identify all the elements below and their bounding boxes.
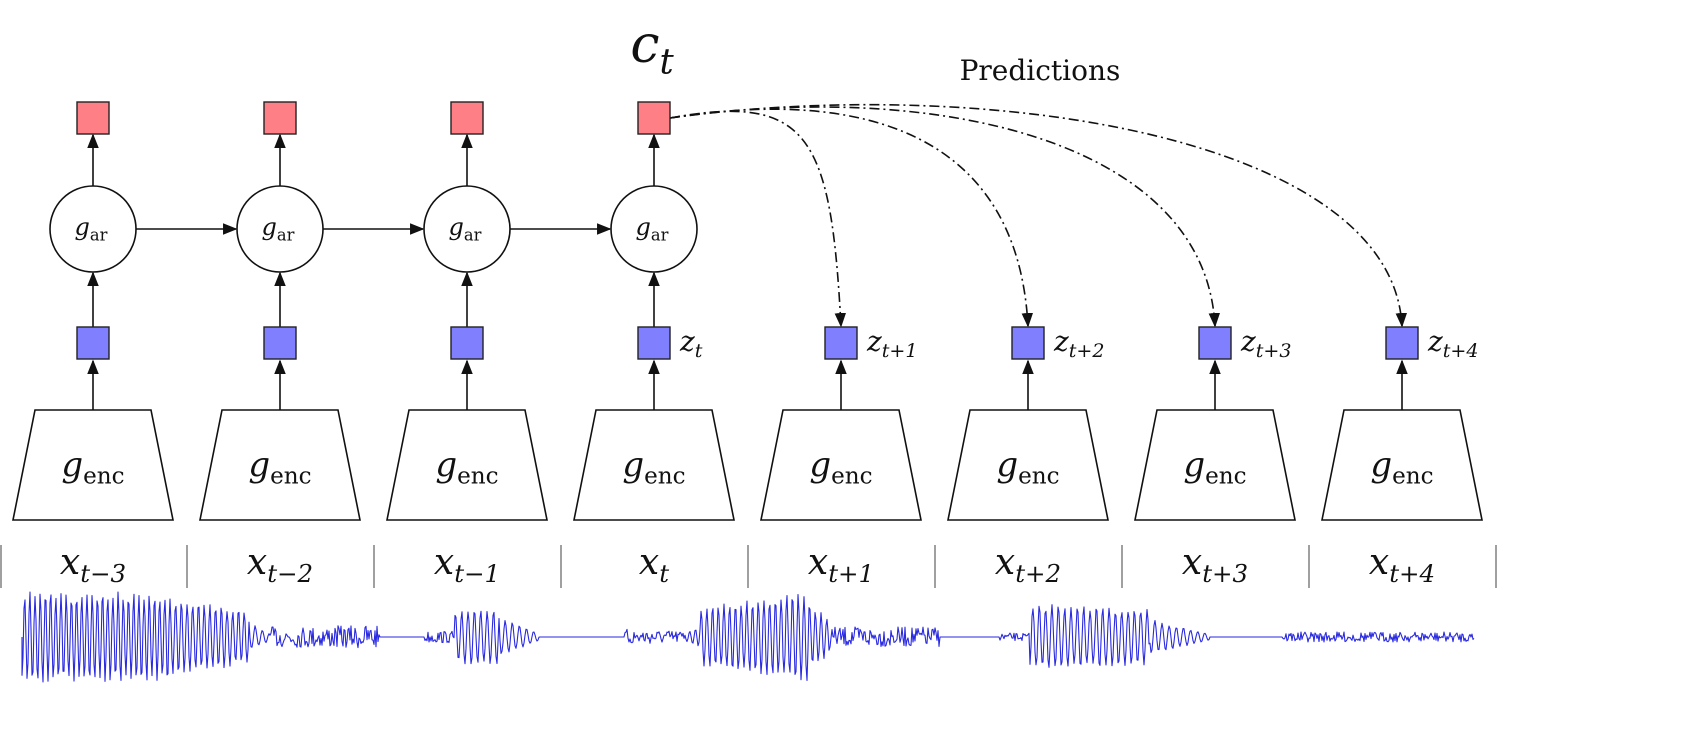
encoder-trapezoid (760, 409, 922, 521)
input-x-label: xt+2 (995, 542, 1061, 588)
context-c-square (450, 101, 484, 135)
autoregressive-gar-circle (423, 185, 511, 273)
gar-label: gar (75, 213, 108, 244)
autoregressive-gar-circle (236, 185, 324, 273)
prediction-arrow (669, 110, 847, 328)
encoder-trapezoid (12, 409, 174, 521)
encoder-trapezoid (1134, 409, 1296, 521)
encoder-trapezoid (386, 409, 548, 521)
predictions-label: Predictions (960, 54, 1121, 87)
context-c-square (263, 101, 297, 135)
latent-z-square (637, 326, 671, 360)
latent-z-square (450, 326, 484, 360)
gar-label: gar (636, 213, 669, 244)
gar-label: gar (262, 213, 295, 244)
connections (87, 103, 1408, 410)
encoder-label: genc (1183, 445, 1246, 489)
encoder-label: genc (435, 445, 498, 489)
prediction-arrow (669, 108, 1034, 328)
audio-waveform (21, 591, 1475, 683)
gar-label: gar (449, 213, 482, 244)
encoder-label: genc (248, 445, 311, 489)
latent-z-square (1011, 326, 1045, 360)
latent-z-square (824, 326, 858, 360)
prediction-arrow (669, 106, 1221, 328)
input-x-label: xt+1 (808, 542, 874, 588)
input-x-label: xt+4 (1369, 542, 1435, 588)
encoder-trapezoid (947, 409, 1109, 521)
latent-z-label: zt+2 (1053, 325, 1104, 362)
latent-z-label: zt+4 (1427, 325, 1478, 362)
encoder-label: genc (1370, 445, 1433, 489)
context-ct-label: ct (630, 15, 674, 82)
input-x-label: xt+3 (1182, 542, 1248, 588)
nodes: genc gar xt−3 genc gar xt−2 genc gar xt−1 genc zt g… (0, 15, 1497, 588)
autoregressive-gar-circle (49, 185, 137, 273)
encoder-trapezoid (1321, 409, 1483, 521)
autoregressive-gar-circle (610, 185, 698, 273)
encoder-label: genc (61, 445, 124, 489)
context-c-square (637, 101, 671, 135)
encoder-trapezoid (573, 409, 735, 521)
latent-z-label: zt+1 (866, 325, 917, 362)
input-x-label: xt−3 (60, 542, 126, 588)
latent-z-square (1385, 326, 1419, 360)
encoder-label: genc (996, 445, 1059, 489)
input-x-label: xt−2 (247, 542, 313, 588)
encoder-label: genc (622, 445, 685, 489)
encoder-label: genc (809, 445, 872, 489)
latent-z-square (76, 326, 110, 360)
prediction-arrow (669, 103, 1408, 328)
latent-z-label: zt+3 (1240, 325, 1291, 362)
waveform-trace (21, 591, 1475, 683)
encoder-trapezoid (199, 409, 361, 521)
latent-z-square (1198, 326, 1232, 360)
latent-z-square (263, 326, 297, 360)
input-x-label: xt−1 (434, 542, 500, 588)
context-c-square (76, 101, 110, 135)
latent-z-label: zt (679, 325, 703, 362)
input-x-label: xt (639, 542, 669, 588)
